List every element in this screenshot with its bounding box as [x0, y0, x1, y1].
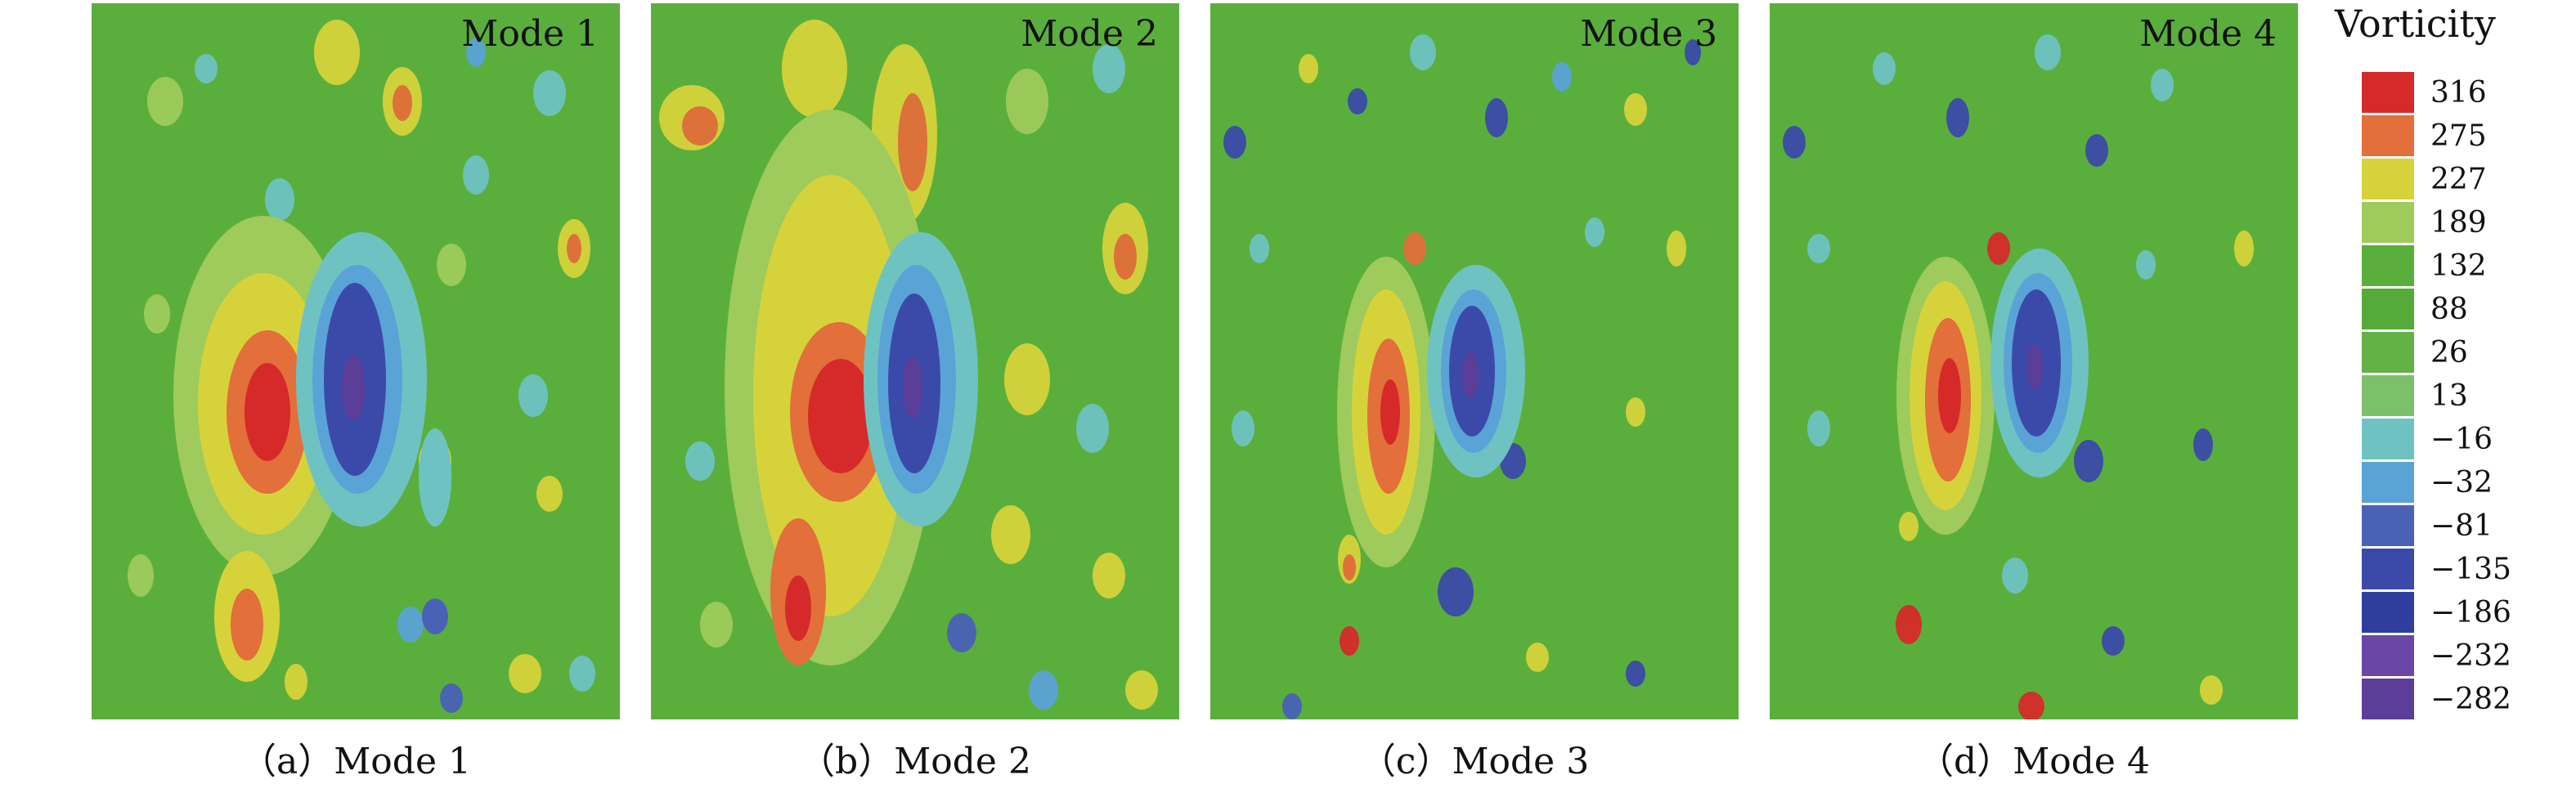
legend-swatch	[2362, 332, 2414, 373]
legend-swatch	[2362, 592, 2414, 633]
mode-4-caption: （d）Mode 4	[1918, 741, 2150, 782]
legend-label: 189	[2430, 206, 2487, 240]
legend-label: 26	[2430, 336, 2468, 370]
mode-4-contour-plot	[1770, 3, 2298, 719]
legend-swatch	[2362, 245, 2414, 286]
legend-label: −186	[2430, 596, 2511, 629]
legend-label: −232	[2430, 639, 2511, 673]
mode-2-contour-panel: Mode 2	[651, 3, 1179, 719]
mode-2-contour-plot	[651, 3, 1179, 719]
legend-label: −135	[2430, 553, 2511, 586]
legend-label: −32	[2430, 466, 2493, 500]
legend-label: −16	[2430, 423, 2493, 456]
legend-swatch	[2362, 462, 2414, 503]
legend-swatch	[2362, 679, 2414, 719]
legend-swatch	[2362, 419, 2414, 459]
legend-label: 316	[2430, 76, 2487, 110]
mode-3-caption: （c）Mode 3	[1359, 741, 1590, 782]
legend-label: 132	[2430, 249, 2487, 283]
mode-1-caption: （a）Mode 1	[240, 741, 471, 782]
legend-swatch	[2362, 549, 2414, 589]
mode-4-label: Mode 4	[2139, 13, 2277, 55]
legend-swatch	[2362, 202, 2414, 243]
mode-4-contour-panel: Mode 4	[1770, 3, 2298, 719]
mode-2-caption: （b）Mode 2	[799, 741, 1031, 782]
mode-3-contour-panel: Mode 3	[1210, 3, 1739, 719]
legend-swatch	[2362, 375, 2414, 416]
mode-1-contour-plot	[92, 3, 620, 719]
legend-swatch	[2362, 72, 2414, 113]
legend-label: −282	[2430, 683, 2511, 716]
legend-label: −81	[2430, 509, 2493, 543]
mode-1-contour-panel: Mode 1	[92, 3, 620, 719]
legend-label: 275	[2430, 119, 2487, 153]
legend-swatch	[2362, 115, 2414, 156]
legend-swatch	[2362, 505, 2414, 546]
mode-2-label: Mode 2	[1021, 13, 1158, 55]
legend-swatch	[2362, 289, 2414, 329]
mode-1-label: Mode 1	[461, 13, 599, 55]
legend-title: Vorticity	[2335, 2, 2496, 46]
legend-label: 13	[2430, 379, 2468, 413]
legend-swatch	[2362, 159, 2414, 199]
legend-label: 227	[2430, 163, 2487, 196]
mode-3-label: Mode 3	[1580, 13, 1717, 55]
legend-swatch	[2362, 635, 2414, 676]
legend-label: 88	[2430, 293, 2468, 326]
mode-3-contour-plot	[1210, 3, 1739, 719]
